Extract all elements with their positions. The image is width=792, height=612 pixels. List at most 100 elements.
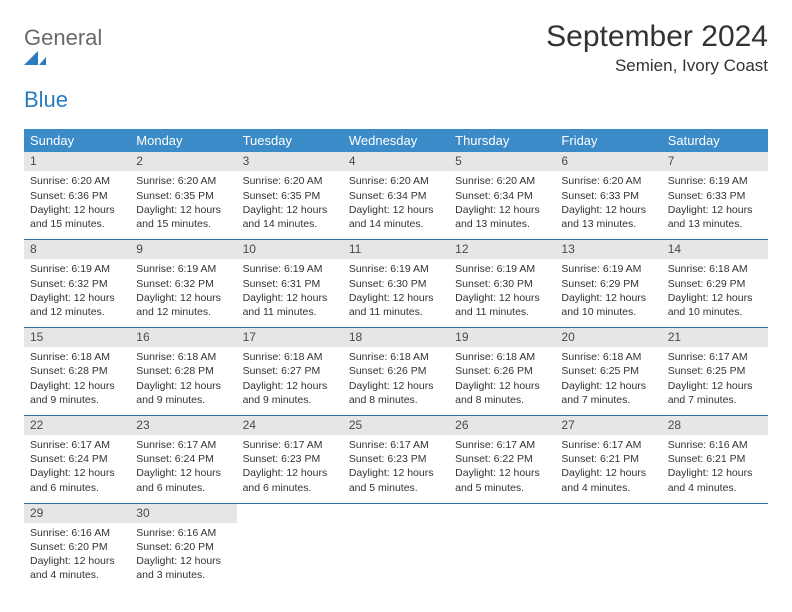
day-info: Sunrise: 6:17 AMSunset: 6:23 PMDaylight:… xyxy=(237,438,343,495)
day-number: 10 xyxy=(237,240,343,259)
sunrise-text: Sunrise: 6:18 AM xyxy=(243,350,337,364)
day-cell: 27Sunrise: 6:17 AMSunset: 6:21 PMDayligh… xyxy=(555,416,661,503)
day-info: Sunrise: 6:18 AMSunset: 6:29 PMDaylight:… xyxy=(662,262,768,319)
sunset-text: Sunset: 6:28 PM xyxy=(30,364,124,378)
calendar: Sunday Monday Tuesday Wednesday Thursday… xyxy=(24,129,768,590)
sunrise-text: Sunrise: 6:20 AM xyxy=(349,174,443,188)
sunrise-text: Sunrise: 6:20 AM xyxy=(30,174,124,188)
sunset-text: Sunset: 6:23 PM xyxy=(243,452,337,466)
day-number xyxy=(555,504,661,507)
day-number: 8 xyxy=(24,240,130,259)
day-cell: 10Sunrise: 6:19 AMSunset: 6:31 PMDayligh… xyxy=(237,240,343,327)
day-cell: 29Sunrise: 6:16 AMSunset: 6:20 PMDayligh… xyxy=(24,504,130,591)
daylight-text: Daylight: 12 hours and 6 minutes. xyxy=(30,466,124,494)
day-cell: 9 Sunrise: 6:19 AMSunset: 6:32 PMDaylight… xyxy=(130,240,236,327)
daylight-text: Daylight: 12 hours and 6 minutes. xyxy=(136,466,230,494)
location: Semien, Ivory Coast xyxy=(546,56,768,76)
day-info: Sunrise: 6:18 AMSunset: 6:25 PMDaylight:… xyxy=(555,350,661,407)
sunset-text: Sunset: 6:31 PM xyxy=(243,277,337,291)
sunrise-text: Sunrise: 6:19 AM xyxy=(136,262,230,276)
week-row: 15Sunrise: 6:18 AMSunset: 6:28 PMDayligh… xyxy=(24,328,768,416)
daylight-text: Daylight: 12 hours and 7 minutes. xyxy=(668,379,762,407)
day-info: Sunrise: 6:17 AMSunset: 6:24 PMDaylight:… xyxy=(130,438,236,495)
day-info: Sunrise: 6:18 AMSunset: 6:27 PMDaylight:… xyxy=(237,350,343,407)
daylight-text: Daylight: 12 hours and 15 minutes. xyxy=(30,203,124,231)
day-number: 22 xyxy=(24,416,130,435)
day-info: Sunrise: 6:19 AMSunset: 6:30 PMDaylight:… xyxy=(449,262,555,319)
daylight-text: Daylight: 12 hours and 12 minutes. xyxy=(30,291,124,319)
day-number: 26 xyxy=(449,416,555,435)
day-info: Sunrise: 6:19 AMSunset: 6:32 PMDaylight:… xyxy=(130,262,236,319)
daylight-text: Daylight: 12 hours and 8 minutes. xyxy=(349,379,443,407)
sunrise-text: Sunrise: 6:18 AM xyxy=(349,350,443,364)
day-number: 19 xyxy=(449,328,555,347)
daylight-text: Daylight: 12 hours and 4 minutes. xyxy=(668,466,762,494)
daylight-text: Daylight: 12 hours and 12 minutes. xyxy=(136,291,230,319)
day-info: Sunrise: 6:16 AMSunset: 6:20 PMDaylight:… xyxy=(24,526,130,583)
daylight-text: Daylight: 12 hours and 11 minutes. xyxy=(455,291,549,319)
sunset-text: Sunset: 6:20 PM xyxy=(136,540,230,554)
day-info: Sunrise: 6:17 AMSunset: 6:24 PMDaylight:… xyxy=(24,438,130,495)
day-label-thu: Thursday xyxy=(449,129,555,152)
day-header-row: Sunday Monday Tuesday Wednesday Thursday… xyxy=(24,129,768,152)
day-cell: 19 Sunrise: 6:18 AMSunset: 6:26 PMDayligh… xyxy=(449,328,555,415)
daylight-text: Daylight: 12 hours and 9 minutes. xyxy=(243,379,337,407)
daylight-text: Daylight: 12 hours and 4 minutes. xyxy=(561,466,655,494)
day-cell: 4Sunrise: 6:20 AMSunset: 6:34 PMDaylight… xyxy=(343,152,449,239)
day-cell: 8 Sunrise: 6:19 AMSunset: 6:32 PMDaylight… xyxy=(24,240,130,327)
daylight-text: Daylight: 12 hours and 4 minutes. xyxy=(30,554,124,582)
day-info: Sunrise: 6:20 AMSunset: 6:35 PMDaylight:… xyxy=(237,174,343,231)
day-label-tue: Tuesday xyxy=(237,129,343,152)
day-number xyxy=(343,504,449,507)
sunrise-text: Sunrise: 6:17 AM xyxy=(349,438,443,452)
daylight-text: Daylight: 12 hours and 10 minutes. xyxy=(668,291,762,319)
day-info: Sunrise: 6:17 AMSunset: 6:25 PMDaylight:… xyxy=(662,350,768,407)
day-cell: 21Sunrise: 6:17 AMSunset: 6:25 PMDayligh… xyxy=(662,328,768,415)
sunrise-text: Sunrise: 6:19 AM xyxy=(668,174,762,188)
day-info: Sunrise: 6:18 AMSunset: 6:28 PMDaylight:… xyxy=(24,350,130,407)
day-cell xyxy=(237,504,343,591)
daylight-text: Daylight: 12 hours and 5 minutes. xyxy=(455,466,549,494)
day-number: 1 xyxy=(24,152,130,171)
day-number: 11 xyxy=(343,240,449,259)
day-cell: 1 Sunrise: 6:20 AMSunset: 6:36 PMDaylight… xyxy=(24,152,130,239)
sunrise-text: Sunrise: 6:19 AM xyxy=(349,262,443,276)
day-number: 2 xyxy=(130,152,236,171)
day-cell: 18Sunrise: 6:18 AMSunset: 6:26 PMDayligh… xyxy=(343,328,449,415)
sunset-text: Sunset: 6:24 PM xyxy=(30,452,124,466)
day-info: Sunrise: 6:18 AMSunset: 6:26 PMDaylight:… xyxy=(449,350,555,407)
sunset-text: Sunset: 6:32 PM xyxy=(136,277,230,291)
sunset-text: Sunset: 6:28 PM xyxy=(136,364,230,378)
logo-line1: General xyxy=(24,25,102,50)
week-row: 8Sunrise: 6:19 AMSunset: 6:32 PMDaylight… xyxy=(24,240,768,328)
day-number: 9 xyxy=(130,240,236,259)
day-info: Sunrise: 6:19 AMSunset: 6:32 PMDaylight:… xyxy=(24,262,130,319)
day-cell: 16Sunrise: 6:18 AMSunset: 6:28 PMDayligh… xyxy=(130,328,236,415)
day-cell: 11Sunrise: 6:19 AMSunset: 6:30 PMDayligh… xyxy=(343,240,449,327)
weeks-container: 1Sunrise: 6:20 AMSunset: 6:36 PMDaylight… xyxy=(24,152,768,590)
sunset-text: Sunset: 6:30 PM xyxy=(349,277,443,291)
day-info: Sunrise: 6:18 AMSunset: 6:26 PMDaylight:… xyxy=(343,350,449,407)
day-number: 12 xyxy=(449,240,555,259)
day-cell: 30Sunrise: 6:16 AMSunset: 6:20 PMDayligh… xyxy=(130,504,236,591)
sunset-text: Sunset: 6:26 PM xyxy=(455,364,549,378)
day-info: Sunrise: 6:20 AMSunset: 6:34 PMDaylight:… xyxy=(343,174,449,231)
sunrise-text: Sunrise: 6:16 AM xyxy=(136,526,230,540)
day-info: Sunrise: 6:17 AMSunset: 6:21 PMDaylight:… xyxy=(555,438,661,495)
day-cell: 12 Sunrise: 6:19 AMSunset: 6:30 PMDayligh… xyxy=(449,240,555,327)
day-cell xyxy=(555,504,661,591)
sunset-text: Sunset: 6:26 PM xyxy=(349,364,443,378)
day-cell: 13Sunrise: 6:19 AMSunset: 6:29 PMDayligh… xyxy=(555,240,661,327)
sunset-text: Sunset: 6:36 PM xyxy=(30,189,124,203)
sunrise-text: Sunrise: 6:19 AM xyxy=(455,262,549,276)
day-label-sun: Sunday xyxy=(24,129,130,152)
day-info: Sunrise: 6:20 AMSunset: 6:36 PMDaylight:… xyxy=(24,174,130,231)
day-cell: 28Sunrise: 6:16 AMSunset: 6:21 PMDayligh… xyxy=(662,416,768,503)
logo-text: General Blue xyxy=(24,26,102,111)
day-label-sat: Saturday xyxy=(662,129,768,152)
sunset-text: Sunset: 6:33 PM xyxy=(561,189,655,203)
daylight-text: Daylight: 12 hours and 3 minutes. xyxy=(136,554,230,582)
sunset-text: Sunset: 6:21 PM xyxy=(668,452,762,466)
sunrise-text: Sunrise: 6:20 AM xyxy=(136,174,230,188)
sunrise-text: Sunrise: 6:18 AM xyxy=(30,350,124,364)
